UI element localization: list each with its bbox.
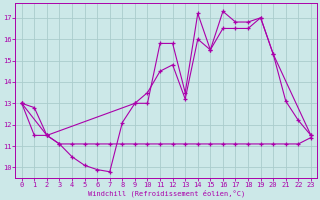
X-axis label: Windchill (Refroidissement éolien,°C): Windchill (Refroidissement éolien,°C) (88, 190, 245, 197)
